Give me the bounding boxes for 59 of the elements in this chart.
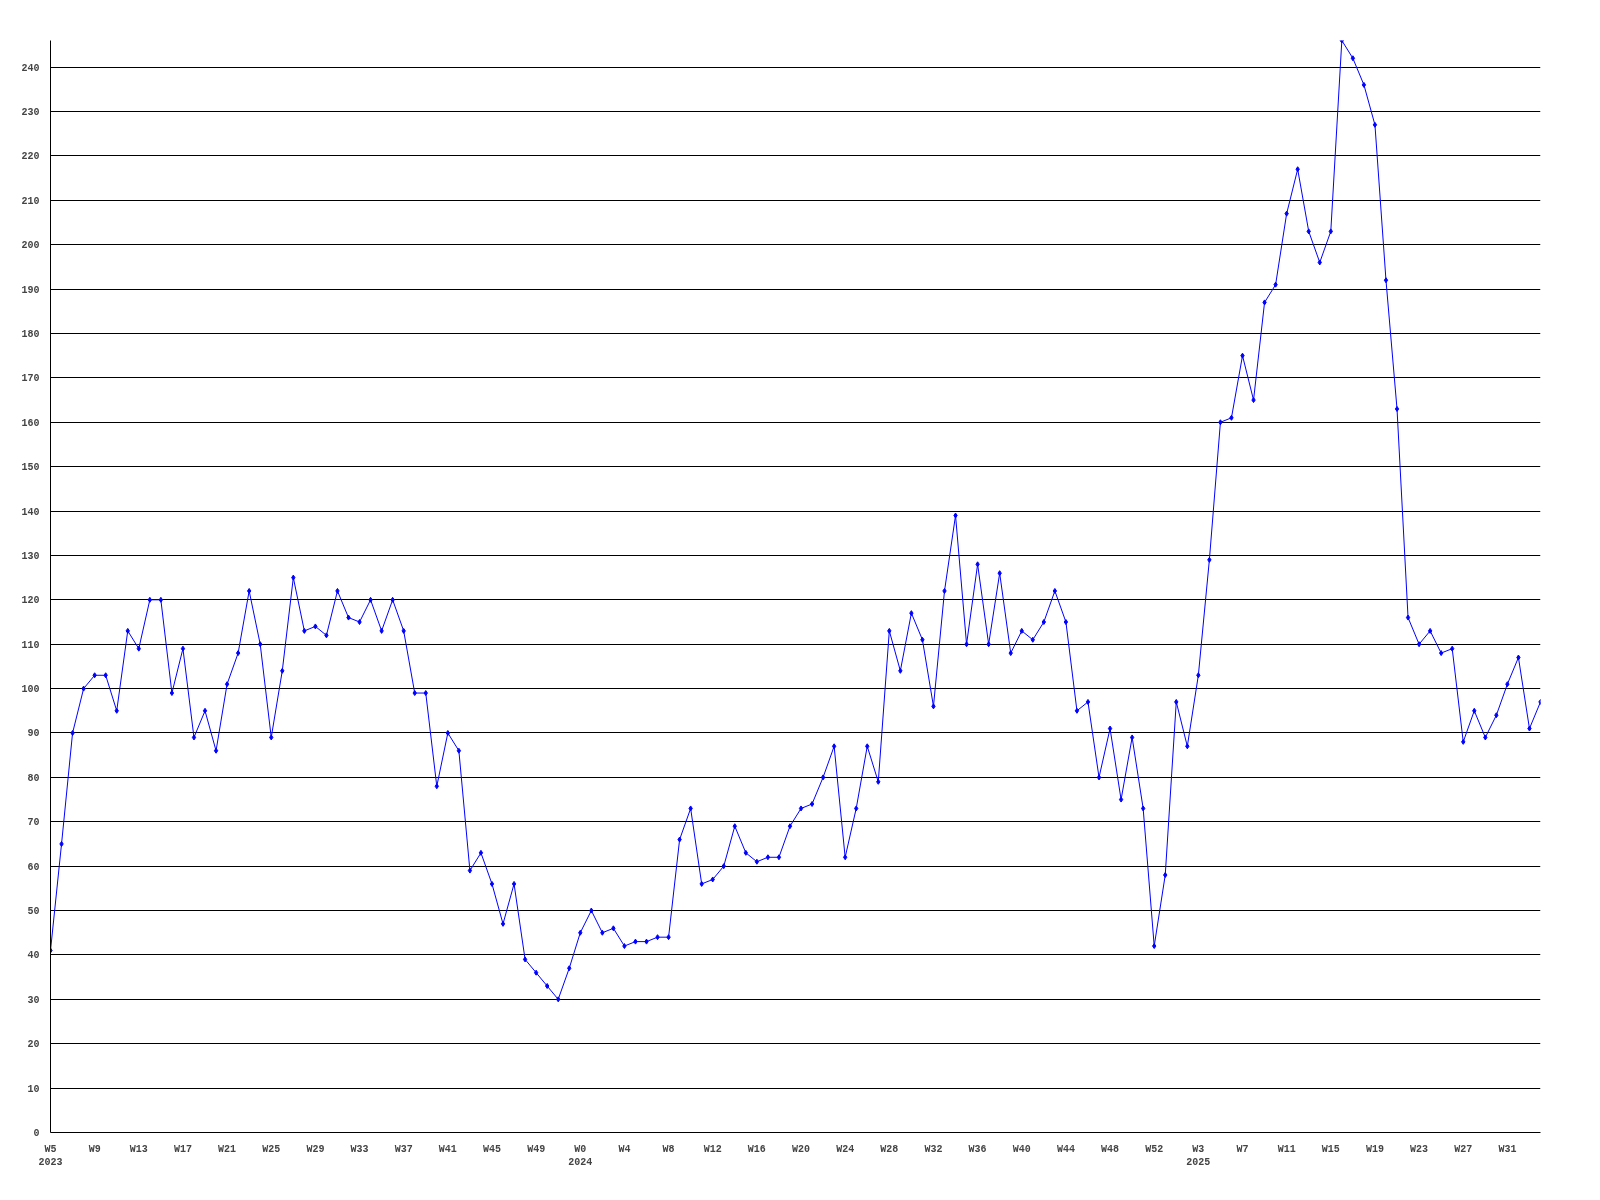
y-tick-label: 20	[27, 1039, 40, 1051]
y-tick-label: 240	[21, 62, 40, 74]
y-tick-label: 140	[21, 506, 40, 518]
x-tick-label: W33	[350, 1143, 369, 1155]
y-tick-label: 40	[27, 950, 40, 962]
y-tick-label: 220	[21, 151, 40, 163]
x-tick-label: W31	[1498, 1143, 1517, 1155]
x-tick-label: W3 2025	[1186, 1143, 1211, 1168]
y-tick-label: 30	[27, 994, 40, 1006]
x-tick-label: W24	[836, 1143, 855, 1155]
x-tick-label: W52	[1145, 1143, 1164, 1155]
x-tick-label: W29	[306, 1143, 325, 1155]
x-tick-label: W13	[129, 1143, 148, 1155]
x-tick-label: W17	[173, 1143, 192, 1155]
x-tick-label: W7	[1236, 1143, 1249, 1155]
y-tick-label: 110	[21, 639, 40, 651]
y-tick-label: 170	[21, 373, 40, 385]
x-tick-label: W8	[662, 1143, 675, 1155]
x-tick-label: W21	[218, 1143, 237, 1155]
x-tick-label: W5 2023	[38, 1143, 63, 1168]
y-tick-label: 60	[27, 861, 40, 873]
x-tick-label: W20	[792, 1143, 811, 1155]
x-tick-label: W36	[968, 1143, 987, 1155]
y-tick-label: 50	[27, 906, 40, 918]
x-tick-label: W48	[1101, 1143, 1120, 1155]
x-tick-label: W0 2024	[568, 1143, 593, 1168]
x-tick-label: W27	[1454, 1143, 1473, 1155]
x-tick-label: W16	[747, 1143, 766, 1155]
y-tick-label: 160	[21, 417, 40, 429]
y-tick-label: 180	[21, 328, 40, 340]
x-tick-label: W15	[1321, 1143, 1340, 1155]
x-tick-label: W23	[1410, 1143, 1429, 1155]
y-tick-label: 70	[27, 817, 40, 829]
y-tick-label: 130	[21, 550, 40, 562]
y-tick-label: 190	[21, 284, 40, 296]
x-tick-label: W37	[394, 1143, 413, 1155]
x-tick-label: W9	[88, 1143, 101, 1155]
y-tick-label: 90	[27, 728, 40, 740]
y-tick-label: 210	[21, 195, 40, 207]
y-tick-label: 120	[21, 595, 40, 607]
x-tick-label: W11	[1277, 1143, 1296, 1155]
y-tick-label: 200	[21, 240, 40, 252]
y-tick-label: 80	[27, 772, 40, 784]
x-tick-label: W45	[482, 1143, 501, 1155]
y-tick-label: 100	[21, 684, 40, 696]
x-tick-label: W32	[924, 1143, 943, 1155]
x-tick-label: W4	[618, 1143, 631, 1155]
x-tick-label: W25	[262, 1143, 281, 1155]
x-tick-label: W41	[438, 1143, 457, 1155]
y-tick-label: 0	[33, 1128, 40, 1139]
x-tick-label: W44	[1056, 1143, 1075, 1155]
x-tick-label: W49	[527, 1143, 546, 1155]
x-tick-label: W40	[1012, 1143, 1031, 1155]
x-tick-label: W12	[703, 1143, 722, 1155]
x-tick-label: W28	[880, 1143, 899, 1155]
x-tick-label: W19	[1365, 1143, 1384, 1155]
y-tick-label: 230	[21, 107, 40, 119]
y-tick-label: 10	[27, 1083, 40, 1095]
y-tick-label: 150	[21, 462, 40, 474]
